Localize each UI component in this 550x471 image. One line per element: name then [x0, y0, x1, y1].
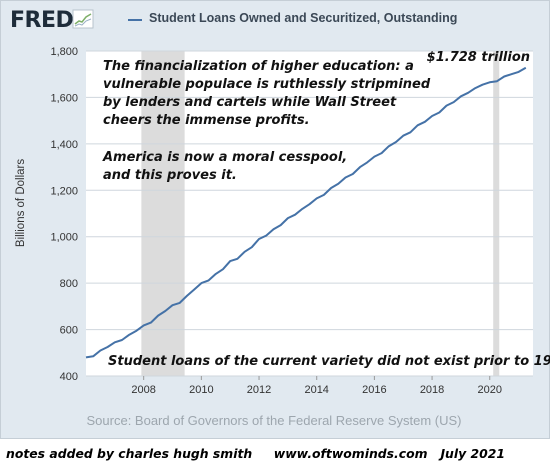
- x-tick-label: 2020: [477, 384, 501, 396]
- annotation-line: The financialization of higher education…: [103, 59, 414, 74]
- series-line-layer: [85, 66, 527, 359]
- grid-lines: [86, 50, 533, 377]
- legend-series-title: Student Loans Owned and Securitized, Out…: [149, 11, 458, 25]
- x-tick-label: 2012: [247, 384, 271, 396]
- recession-band: [493, 51, 500, 376]
- y-tick-label: 1,600: [50, 92, 78, 104]
- x-tick-label: 2016: [362, 384, 386, 396]
- x-tick-label: 2010: [189, 384, 213, 396]
- y-tick-label: 1,800: [50, 46, 78, 58]
- annotation-line: vulnerable populace is ruthlessly stripm…: [103, 77, 431, 92]
- y-tick-label: 600: [60, 325, 78, 337]
- x-tick-label: 2008: [131, 384, 155, 396]
- tick-labels: 400 600 800 1,000 1,200 1,400 1,600 1,800 2008 20…: [50, 46, 502, 396]
- recession-bands: [141, 51, 500, 376]
- annotation-line: by lenders and cartels while Wall Street: [103, 95, 397, 110]
- line-chart: 400 600 800 1,000 1,200 1,400 1,600 1,800 2008 20…: [15, 46, 550, 396]
- y-axis-title: Billions of Dollars: [15, 159, 27, 247]
- annotation-line: and this proves it.: [103, 168, 237, 183]
- footer-note: notes added by charles hugh smith www.of…: [6, 446, 506, 461]
- recession-band: [141, 51, 185, 376]
- x-tick-label: 2018: [420, 384, 444, 396]
- fred-graph-icon: [72, 9, 94, 29]
- annotation-bottom-note: Student loans of the current variety did…: [108, 354, 550, 369]
- y-tick-label: 400: [60, 371, 78, 383]
- last-value-label: $1.728 trillion: [427, 50, 530, 65]
- chart-header: FRED Student Loans Owned and Securitized…: [8, 6, 548, 33]
- y-tick-label: 1,200: [50, 185, 78, 197]
- series-line: [85, 66, 527, 359]
- annotation-line: America is now a moral cesspool,: [102, 150, 347, 165]
- annotation-line: cheers the immense profits.: [103, 113, 310, 128]
- legend-swatch: [128, 19, 142, 21]
- annotation-moral: America is now a moral cesspool, and thi…: [102, 150, 347, 183]
- source-caption: Source: Board of Governors of the Federa…: [86, 413, 462, 428]
- fred-logo-text: FRED: [10, 8, 74, 33]
- y-tick-label: 1,000: [50, 232, 78, 244]
- y-tick-label: 800: [60, 278, 78, 290]
- x-tick-label: 2014: [304, 384, 328, 396]
- y-tick-label: 1,400: [50, 139, 78, 151]
- annotation-financialization: The financialization of higher education…: [103, 59, 431, 128]
